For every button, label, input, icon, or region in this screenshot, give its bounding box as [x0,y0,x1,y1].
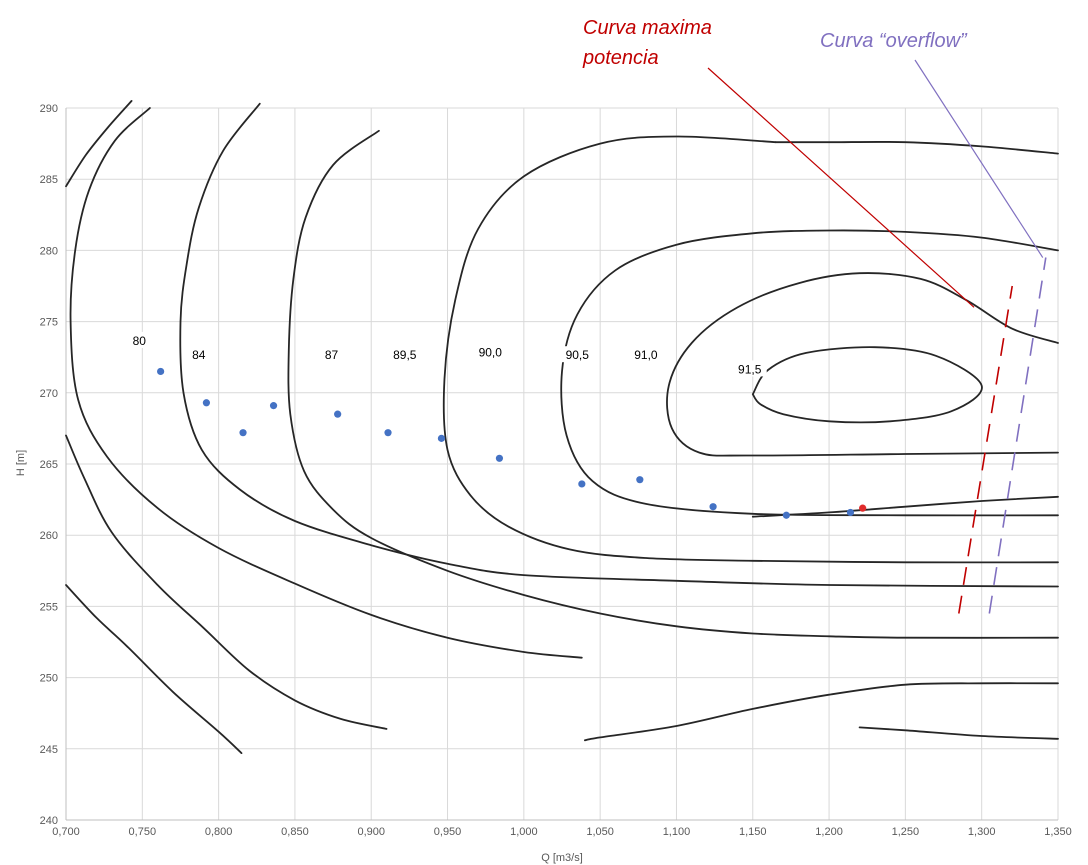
dashed-limit-line [958,285,1014,614]
data-point [782,511,790,519]
y-tick-label: 265 [40,459,58,471]
data-point [239,429,247,437]
x-tick-label: 0,700 [52,826,80,838]
contour-label: 80 [133,334,147,348]
x-tick-label: 1,200 [815,826,843,838]
contour-label-bg [628,346,663,363]
x-tick-label: 0,950 [434,826,462,838]
operating-points [157,367,867,519]
y-axis-title: H [m] [15,450,27,476]
data-point [269,402,278,410]
x-tick-label: 1,250 [892,826,920,838]
contour-label: 89,5 [393,348,417,362]
annotation-overflow: Curva “overflow” [820,30,968,52]
data-point [202,399,211,407]
data-point [636,476,644,484]
x-axis-title: Q [m3/s] [541,852,583,864]
data-point [495,454,504,462]
x-tick-label: 0,900 [357,826,385,838]
y-tick-label: 290 [40,103,58,115]
contour-line [666,272,1059,457]
contour-label: 90,0 [479,345,503,359]
x-tick-label: 0,800 [205,826,233,838]
contour-label: 91,5 [738,362,762,376]
axis-ticks: 0,700 0,750 0,800 0,850 0,900 0,950 1,000 1,050… [40,103,1072,838]
contour-label: 84 [192,348,206,362]
contour-line [65,100,133,188]
contour-line [69,107,583,659]
contour-label-bg [188,346,209,363]
x-tick-label: 1,350 [1044,826,1072,838]
contour-label-bg [560,346,595,363]
contour-label: 87 [325,348,339,362]
data-point [846,508,855,517]
contour-label-bg [473,343,508,360]
data-point [437,434,446,442]
contour-line [774,140,1059,155]
contour-line [442,135,1059,564]
dashed-limit-line [988,257,1047,614]
annotation-max-power-line1: Curva maxima [583,17,712,39]
contour-line [560,229,1059,517]
y-tick-label: 245 [40,744,58,756]
x-tick-label: 0,850 [281,826,309,838]
contour-line [751,495,1059,518]
contour-label-bg [732,360,767,377]
y-tick-label: 250 [40,673,58,685]
contour-line [287,129,1059,639]
annotation-max-power-line2: potencia [582,47,659,69]
y-tick-label: 280 [40,245,58,257]
contour-label: 91,0 [634,348,658,362]
x-tick-label: 1,000 [510,826,538,838]
contour-label-bg [387,346,422,363]
data-point [709,503,717,511]
data-point [578,480,586,488]
data-point [157,367,165,376]
contour-line [179,102,1059,588]
data-point [334,410,342,418]
contour-line [751,346,983,424]
contour-labels: 80 84 87 89,5 90,0 90,5 91,0 91,5 [129,331,767,377]
x-tick-label: 1,150 [739,826,767,838]
contour-line [65,584,243,754]
contour-line [65,434,388,730]
x-tick-label: 1,300 [968,826,996,838]
contour-lines [65,100,1059,754]
contour-line [584,682,1059,742]
y-tick-label: 270 [40,388,58,400]
y-tick-label: 285 [40,174,58,186]
grid [65,107,1059,821]
x-tick-label: 1,050 [586,826,614,838]
contour-label-bg [321,346,342,363]
data-point [384,429,392,437]
contour-label-bg [129,331,150,348]
limit-curves [958,257,1047,614]
y-tick-label: 240 [40,815,58,827]
data-point [859,504,867,512]
annotations: Curva maxima potencia Curva “overflow” [582,17,1044,308]
y-tick-label: 275 [40,317,58,329]
y-tick-label: 260 [40,530,58,542]
x-tick-label: 0,750 [129,826,157,838]
contour-line [858,726,1059,740]
contour-label: 90,5 [566,348,590,362]
y-tick-label: 255 [40,601,58,613]
x-tick-label: 1,100 [663,826,691,838]
annotation-max-power-leader [707,67,975,308]
annotation-overflow-leader [914,59,1044,258]
